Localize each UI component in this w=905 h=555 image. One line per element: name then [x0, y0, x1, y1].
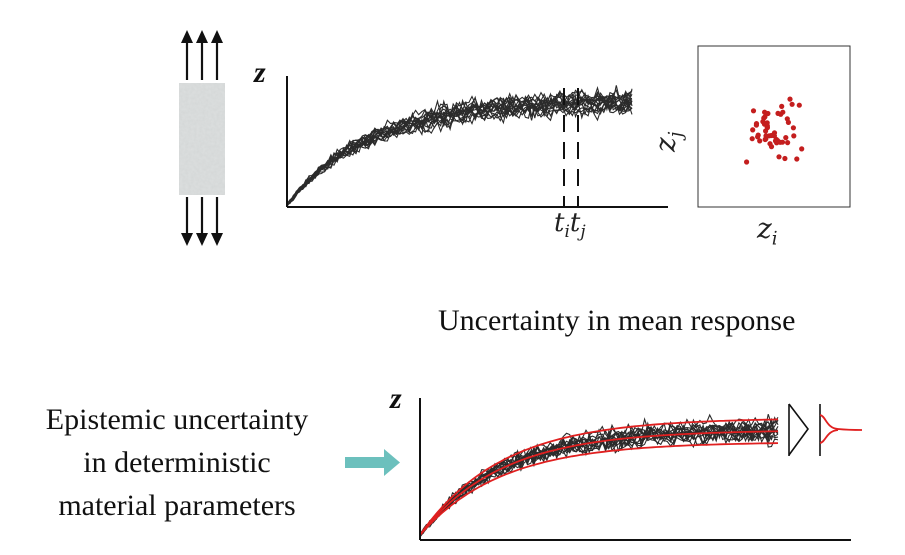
- marker-tj-label: t: [569, 208, 581, 238]
- response-curve: [286, 101, 633, 205]
- response-curves: [286, 85, 633, 208]
- scatter-point: [750, 127, 756, 133]
- scatter-point: [782, 155, 788, 162]
- scatter-point: [794, 156, 800, 162]
- scatter-point: [784, 116, 790, 122]
- scatter-point: [768, 144, 775, 150]
- response-curve: [286, 86, 633, 205]
- tension-arrows-top: [181, 30, 223, 80]
- mean-curve: [419, 418, 779, 536]
- scatter-x-sub: i: [771, 228, 778, 250]
- mean-response-heading: Uncertainty in mean response: [438, 304, 796, 337]
- scatter-point: [789, 101, 795, 107]
- epistemic-line-2: in deterministic: [83, 446, 271, 479]
- scatter-point: [775, 110, 781, 116]
- response-curve: [286, 102, 633, 206]
- scatter-point: [765, 110, 771, 117]
- tension-arrows-bottom: [181, 197, 223, 246]
- scatter-point: [783, 135, 789, 141]
- scatter-points: [744, 96, 805, 165]
- scatter-point: [791, 133, 797, 139]
- time-marker-labels: titj: [554, 210, 586, 240]
- response-curves-bottom: [419, 413, 779, 538]
- scatter-point: [757, 138, 763, 144]
- scatter-point: [755, 132, 761, 138]
- bottom-y-axis-label: z: [390, 382, 402, 415]
- scatter-point: [796, 102, 802, 108]
- scatter-point: [750, 108, 757, 114]
- marker-tj-sub: j: [580, 221, 586, 242]
- response-curve: [419, 427, 779, 536]
- mean-curve: [419, 442, 779, 536]
- marker-ti-label: t: [554, 208, 565, 238]
- scatter-point: [763, 133, 769, 139]
- epistemic-line-1: Epistemic uncertainty: [45, 403, 309, 436]
- top-y-axis-label: z: [254, 56, 266, 89]
- epistemic-line-3: material parameters: [58, 489, 296, 522]
- mean-response-curves: [419, 418, 779, 536]
- scatter-point: [787, 96, 793, 102]
- scatter-point: [779, 103, 785, 109]
- marker-ti-sub: i: [564, 221, 570, 242]
- scatter-point: [790, 125, 797, 131]
- scatter-point: [753, 121, 760, 127]
- scatter-point: [771, 133, 778, 139]
- response-curve: [286, 94, 633, 205]
- dist-shape-black: [788, 403, 809, 456]
- scatter-point: [775, 138, 781, 144]
- scatter-point: [744, 159, 750, 165]
- scatter-point: [785, 140, 791, 146]
- scatter-point: [760, 119, 766, 125]
- scatter-point: [763, 128, 769, 134]
- dist-shape-red: [819, 414, 863, 444]
- scatter-point: [776, 154, 782, 160]
- scatter-point: [749, 136, 755, 142]
- scatter-frame: [697, 45, 851, 208]
- epistemic-text: Epistemic uncertainty in deterministic m…: [12, 398, 342, 527]
- response-curve: [286, 90, 633, 206]
- scatter-x-symbol: z: [757, 212, 772, 245]
- scatter-x-label: zi: [757, 215, 778, 249]
- scatter-point: [799, 146, 805, 152]
- scatter-point: [779, 139, 786, 145]
- mean-curve: [419, 430, 779, 536]
